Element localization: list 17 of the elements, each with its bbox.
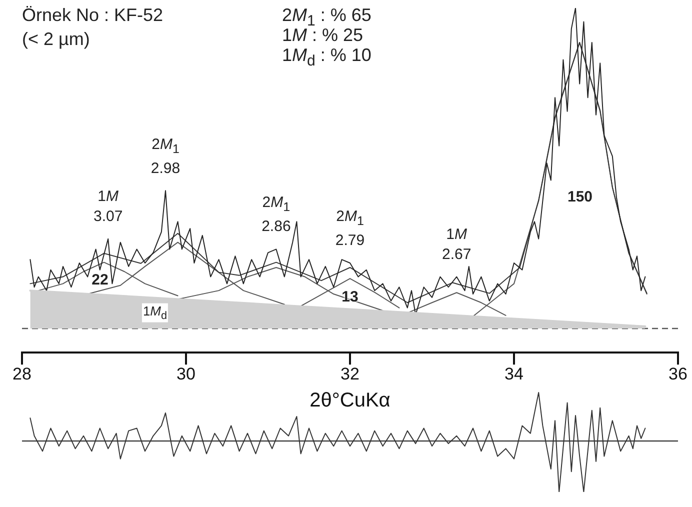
annotation: 1M 3.07 [93,186,123,227]
annotation: 2M$_{1}$ 2.86 [262,193,291,238]
annotation: Örnek No : KF-52 [22,4,164,26]
annotation: (< 2 µm) [22,28,90,50]
x-tick-label: 30 [176,364,196,384]
x-tick-label: 32 [340,364,360,384]
annotation: 1M 2.67 [442,224,472,265]
annotation: 1M$_{d}$ : % 10 [282,44,372,72]
annotation: 2M$_{1}$ 2.79 [335,207,365,251]
x-axis-title: 2θ°CuKα [310,390,390,412]
annotation: 150 [567,188,593,206]
annotation: 22 [92,272,108,288]
x-tick-label: 34 [504,364,524,384]
annotation: 1M$_{d}$ [142,303,168,323]
x-tick-label: 36 [668,364,688,384]
x-tick-label: 28 [12,364,32,384]
annotation: 2M$_{1}$ 2.98 [150,134,180,179]
